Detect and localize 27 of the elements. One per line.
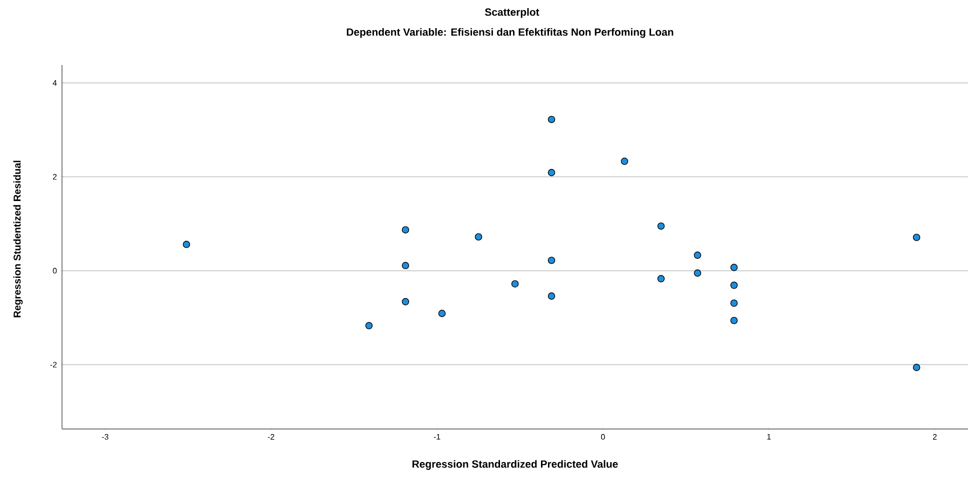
point [730, 282, 738, 289]
point [511, 280, 519, 288]
point [730, 264, 738, 272]
point [365, 322, 373, 330]
chart-title: Scatterplot [484, 8, 540, 18]
point [912, 234, 920, 242]
point [730, 299, 738, 307]
point [438, 310, 446, 318]
point [182, 240, 190, 248]
x-axis-title: Regression Standardized Predicted Value [412, 460, 618, 470]
point [730, 316, 738, 324]
point [402, 298, 410, 306]
point [474, 233, 482, 241]
point [694, 252, 702, 259]
point [657, 222, 665, 230]
y-axis-title: Regression Studentized Residual [13, 160, 23, 318]
point [548, 256, 556, 264]
chart-subtitle: Dependent Variable: Efisiensi dan Efektifitas Non Perfoming Loan [346, 28, 674, 38]
point [620, 158, 628, 165]
point [402, 226, 410, 234]
point [912, 364, 920, 372]
point [548, 292, 556, 300]
point [548, 116, 556, 124]
point [548, 168, 556, 176]
point [657, 275, 665, 282]
point [402, 262, 410, 270]
point [694, 269, 702, 277]
